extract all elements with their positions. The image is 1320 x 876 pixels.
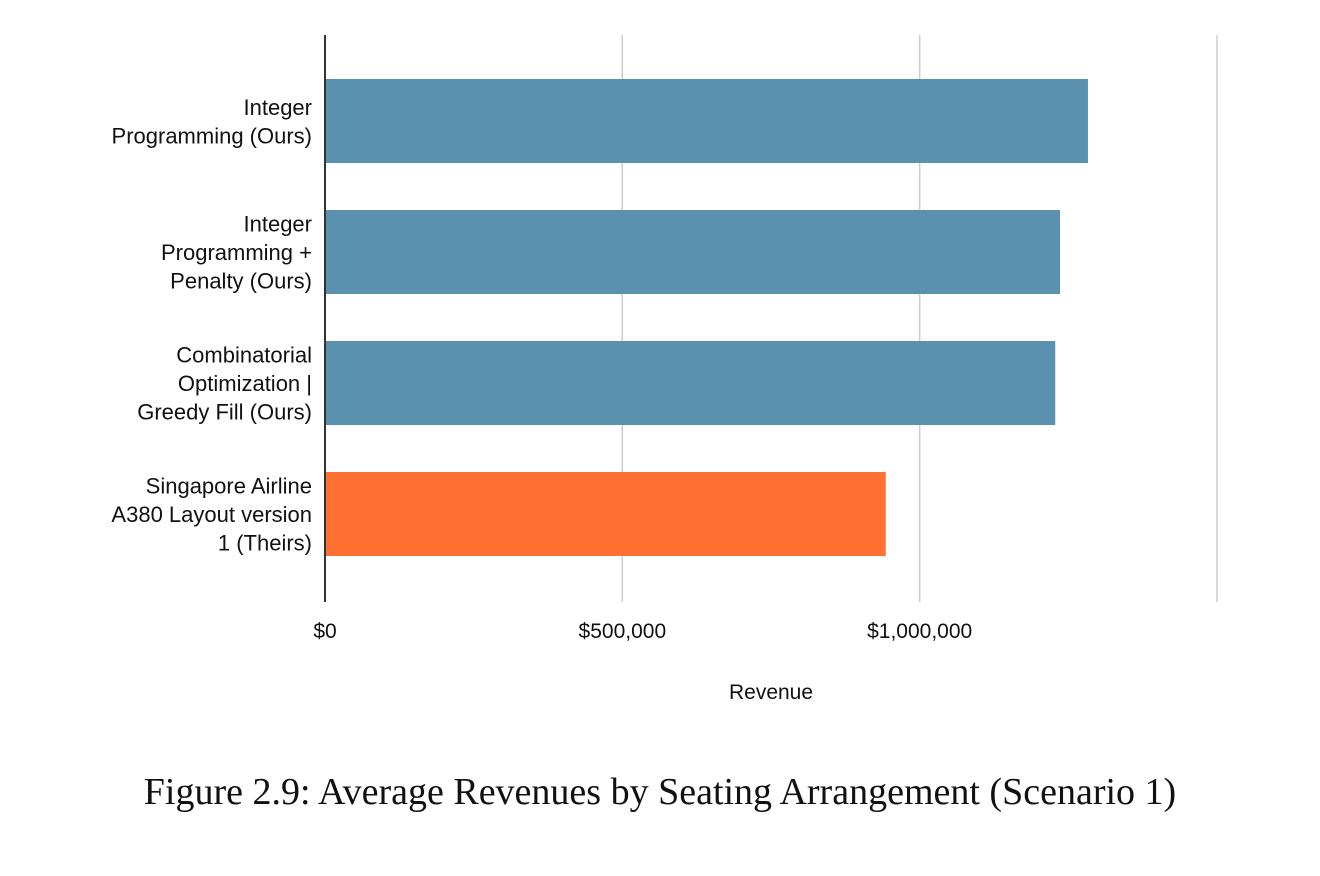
bar — [325, 341, 1056, 425]
x-tick-label: $500,000 — [579, 620, 667, 643]
x-tick-label: $0 — [313, 620, 336, 643]
category-label: Combinatorial Optimization | Greedy Fill (… — [137, 343, 312, 425]
bars — [325, 79, 1088, 556]
revenue-bar-chart: Integer Programming (Ours) Integer Programm… — [111, 35, 1218, 704]
category-label: Singapore Airline A380 Layout version 1 (T… — [111, 474, 312, 556]
bar — [325, 210, 1061, 294]
category-label: Integer Programming (Ours) — [112, 95, 312, 149]
bar — [325, 79, 1088, 163]
bar — [325, 472, 886, 556]
x-axis-label: Revenue — [729, 681, 813, 704]
x-tick-label: $1,000,000 — [867, 620, 972, 643]
figure-caption: Figure 2.9: Average Revenues by Seating … — [143, 771, 1177, 813]
category-label: Integer Programming + Penalty (Ours) — [161, 212, 312, 294]
category-labels: Integer Programming (Ours) Integer Programm… — [111, 95, 312, 556]
x-tick-labels: $0 $500,000 $1,000,000 — [313, 620, 972, 643]
